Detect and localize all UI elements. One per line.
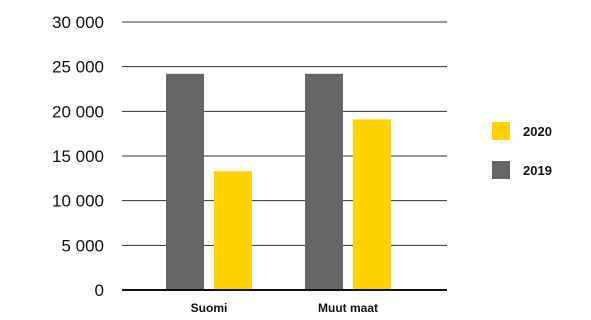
legend: 2020 2019: [492, 122, 552, 179]
x-category-label: Muut maat: [318, 301, 378, 315]
y-tick-label: 30 000: [52, 13, 104, 32]
bars: [166, 73, 391, 291]
x-axis-category-labels: Suomi Muut maat: [191, 301, 378, 315]
y-tick-label: 20 000: [52, 102, 104, 121]
legend-swatch: [492, 161, 510, 179]
legend-label: 2020: [523, 124, 552, 139]
y-tick-label: 5 000: [61, 236, 104, 255]
bar-2020-suomi: [214, 171, 252, 290]
y-tick-label: 0: [95, 281, 104, 300]
x-category-label: Suomi: [191, 301, 228, 315]
y-tick-label: 15 000: [52, 147, 104, 166]
bar-2020-muut-maat: [353, 119, 391, 290]
legend-swatch: [492, 122, 510, 140]
bar-2019-muut-maat: [305, 73, 343, 291]
y-axis-tick-labels: 0 5 000 10 000 15 000 20 000 25 000 30 000: [52, 13, 104, 300]
legend-label: 2019: [523, 163, 552, 178]
y-tick-label: 25 000: [52, 58, 104, 77]
y-tick-label: 10 000: [52, 192, 104, 211]
bar-2019-suomi: [166, 73, 204, 291]
